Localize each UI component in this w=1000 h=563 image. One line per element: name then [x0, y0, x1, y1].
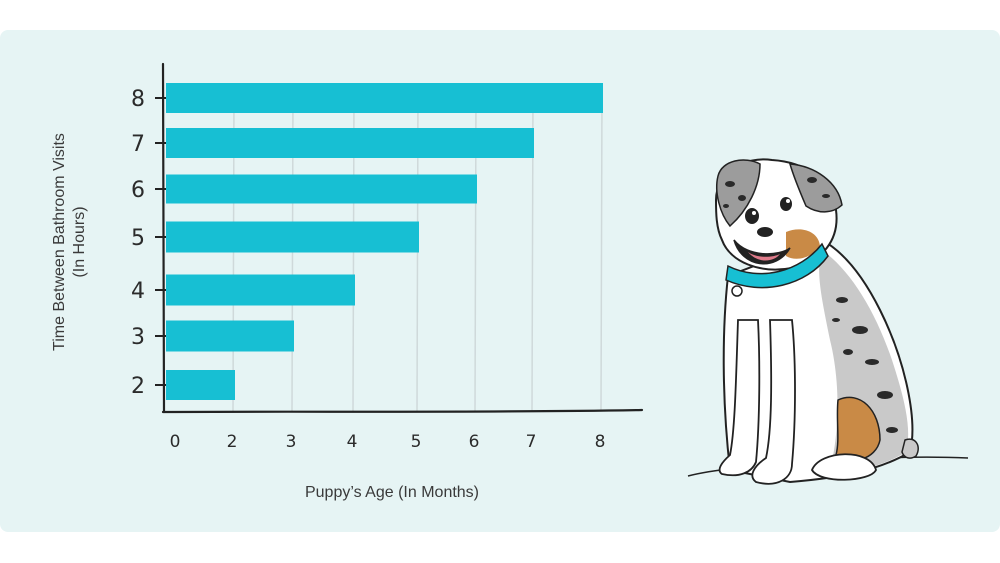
- axes: [161, 62, 644, 414]
- x-tick-label-8: 8: [595, 432, 606, 452]
- x-tick-label-0: 0: [170, 432, 181, 452]
- x-tick-label-2: 2: [227, 432, 238, 452]
- x-tick-label-4: 4: [347, 432, 358, 452]
- y-tick-label-7: 7: [131, 132, 145, 157]
- y-tick-label-3: 3: [131, 325, 145, 350]
- x-tick-labels: 0 2 3 4 5 6 7 8: [170, 432, 606, 452]
- bar-2: [166, 370, 235, 400]
- y-axis-title-line1: Time Between Bathroom Visits: [51, 133, 68, 351]
- y-axis-title-line2: (In Hours): [71, 206, 88, 277]
- x-tick-label-3: 3: [286, 432, 297, 452]
- x-axis-title: Puppy’s Age (In Months): [305, 484, 479, 501]
- grid-line-8: [600, 89, 603, 412]
- y-tick-labels: 8 7 6 5 4 3 2: [131, 87, 166, 399]
- bar-6: [166, 174, 477, 204]
- bar-4: [166, 274, 355, 306]
- bar-7: [166, 128, 534, 158]
- y-tick-label-6: 6: [131, 178, 145, 203]
- y-tick-label-5: 5: [131, 226, 145, 251]
- y-axis-line: [161, 62, 166, 414]
- y-tick-label-8: 8: [131, 87, 145, 112]
- x-tick-label-6: 6: [469, 432, 480, 452]
- puppy-illustration: [687, 158, 969, 485]
- x-tick-label-5: 5: [411, 432, 422, 452]
- bar-8: [166, 83, 603, 113]
- x-axis-line: [161, 408, 644, 414]
- bar-3: [166, 320, 294, 352]
- x-tick-label-7: 7: [526, 432, 537, 452]
- y-tick-label-4: 4: [131, 279, 145, 304]
- y-tick-label-2: 2: [131, 374, 145, 399]
- bars-group: [166, 83, 603, 400]
- bar-5: [166, 221, 419, 253]
